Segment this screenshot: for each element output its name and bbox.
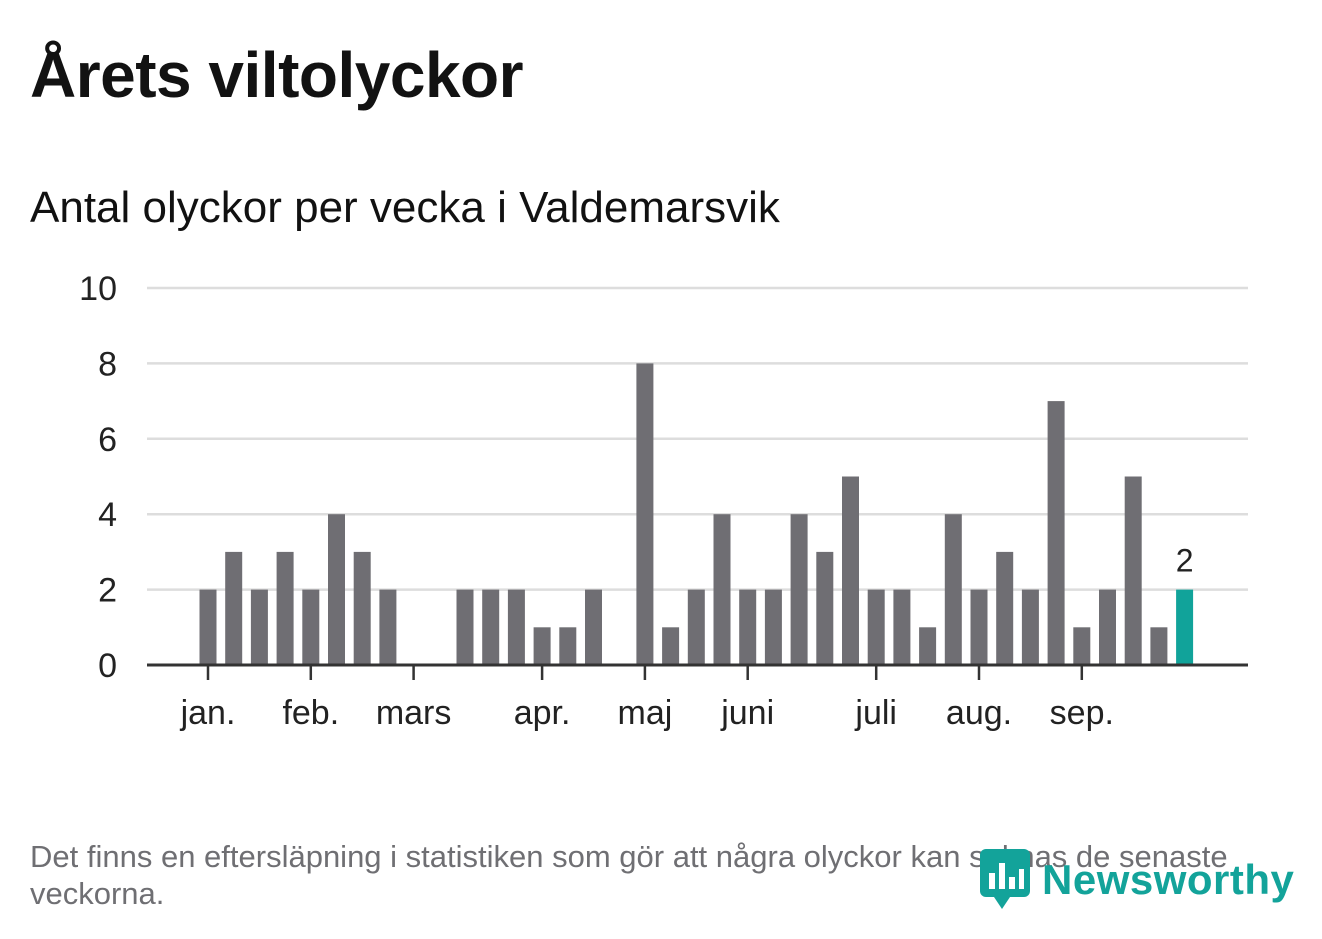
bar [1047,401,1065,665]
bar [379,589,397,665]
bar [225,551,243,665]
bar [276,551,294,665]
x-tick-label: apr. [514,694,571,732]
x-tick-label: feb. [282,694,339,732]
newsworthy-logo-text: Newsworthy [1042,856,1295,903]
bar [636,363,654,665]
bar [790,514,808,665]
bar [713,514,731,665]
bar [842,476,859,665]
bar [1099,589,1116,665]
bar [1073,627,1091,665]
y-tick-label: 8 [98,345,117,383]
bar [687,589,705,665]
bar [1150,627,1168,665]
x-tick-label: aug. [946,694,1012,732]
x-tick-label: maj [618,694,673,732]
chart-subtitle: Antal olyckor per vecka i Valdemarsvik [30,183,780,232]
bar [1021,589,1039,665]
bar [662,627,680,665]
bar [867,589,885,665]
gridlines [147,286,1248,591]
y-tick-label: 4 [98,496,117,534]
bar [482,589,500,665]
x-tick-label: jan. [180,694,236,732]
y-tick-label: 10 [79,270,117,308]
bar [456,589,474,665]
bar [302,589,320,665]
bar [559,627,577,665]
bar [507,589,525,665]
bar-highlight [1176,589,1194,665]
bar [739,589,757,665]
newsworthy-logo: Newsworthy [980,848,1294,912]
bar [585,589,602,665]
x-tick-label: juni [720,694,774,732]
x-tick-label: juli [854,694,897,732]
y-tick-label: 0 [98,647,117,685]
bar [1124,476,1142,665]
chart-title: Årets viltolyckor [30,39,524,111]
bar [199,589,217,665]
labels: 0 2 4 6 8 10 2 jan. feb. mars apr. maj juni juli aug. s… [79,270,1193,732]
bar [353,551,371,665]
bar-chart: 0 2 4 6 8 10 2 jan. feb. mars apr. maj juni juli aug. s… [79,270,1248,732]
bar [919,627,937,665]
y-tick-label: 2 [98,572,117,610]
bar [996,551,1014,665]
bar [250,589,268,665]
bar [533,627,551,665]
bar [970,589,988,665]
bar [328,514,345,665]
bar [893,589,911,665]
y-tick-label: 6 [98,421,117,459]
x-tick-label: mars [376,694,452,732]
newsworthy-logo-icon [980,849,1030,909]
bar [816,551,834,665]
data-label-last: 2 [1176,543,1194,579]
bar [764,589,782,665]
axes [147,663,1248,680]
bar [944,514,962,665]
bars [199,363,1194,665]
x-tick-label: sep. [1050,694,1114,732]
